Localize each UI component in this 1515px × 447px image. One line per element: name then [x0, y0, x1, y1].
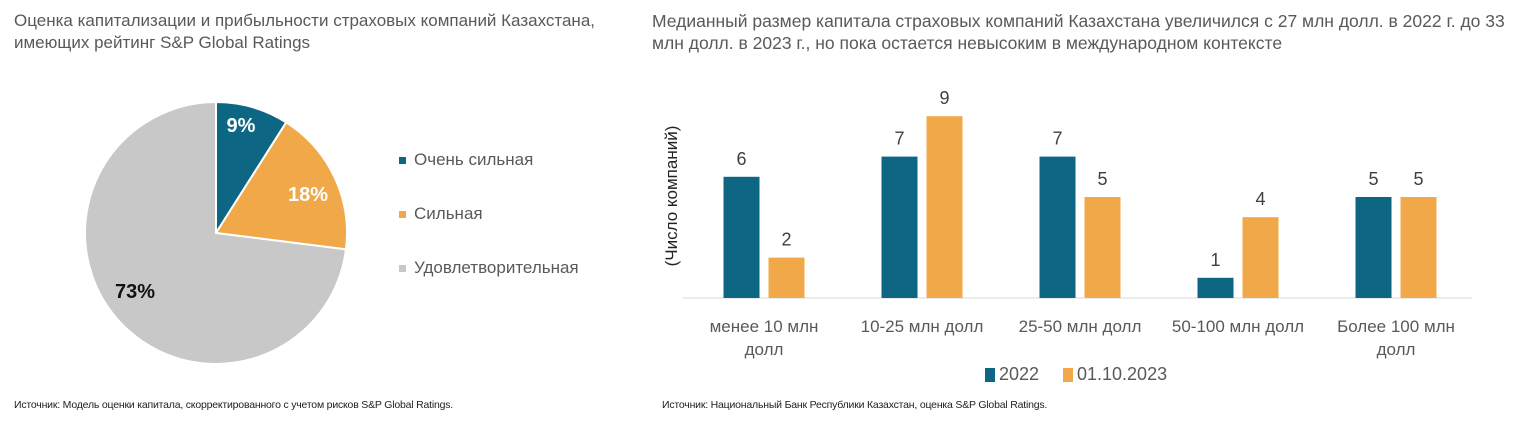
- x-tick-label: 10-25 млн долл: [861, 317, 984, 336]
- bar-data-label: 7: [894, 129, 904, 149]
- x-tick-label: долл: [1377, 340, 1416, 359]
- legend-swatch: [1063, 367, 1073, 382]
- bar-01.10.2023: [1400, 197, 1437, 298]
- x-tick-label: долл: [745, 340, 784, 359]
- bar-01.10.2023: [1084, 197, 1121, 298]
- bar-data-label: 6: [736, 149, 746, 169]
- bar-data-label: 1: [1210, 250, 1220, 270]
- pie-data-label: 18%: [288, 184, 328, 206]
- bar-2022: [1197, 277, 1234, 298]
- legend-swatch: [985, 367, 995, 382]
- x-tick-label: Более 100 млн: [1337, 317, 1455, 336]
- bar-data-label: 9: [939, 88, 949, 108]
- x-tick-label: 50-100 млн долл: [1172, 317, 1304, 336]
- legend-label: 2022: [999, 364, 1040, 384]
- bar-01.10.2023: [1242, 217, 1279, 298]
- pie-source: Источник: Модель оценки капитала, скорре…: [14, 399, 454, 411]
- pie-data-label: 73%: [115, 281, 155, 303]
- legend-item: 2022: [985, 364, 1039, 385]
- pie-data-label: 9%: [227, 115, 256, 137]
- pie-chart: 9% 18% 73%: [84, 100, 348, 365]
- bar-data-label: 7: [1052, 129, 1062, 149]
- y-axis-label: (Число компаний): [662, 126, 681, 267]
- bar-2022: [1355, 197, 1392, 298]
- bar-01.10.2023: [768, 257, 805, 298]
- legend-swatch: [399, 264, 406, 272]
- bar-data-label: 4: [1255, 189, 1265, 209]
- x-tick-label: менее 10 млн: [710, 317, 819, 336]
- legend-label: Сильная: [414, 204, 483, 223]
- legend-swatch: [399, 156, 406, 164]
- bar-2022: [723, 176, 760, 298]
- pie-slice-3: [84, 100, 348, 365]
- legend-swatch: [399, 210, 406, 218]
- bar-2022: [1039, 156, 1076, 298]
- legend-item: Очень сильная: [399, 150, 533, 170]
- bar-2022: [881, 156, 918, 298]
- bar-data-label: 5: [1413, 169, 1423, 189]
- pie-slice-2: [214, 121, 348, 251]
- x-tick-label: 25-50 млн долл: [1019, 317, 1142, 336]
- legend-item: Сильная: [399, 204, 483, 224]
- legend-label: Удовлетворительная: [414, 258, 579, 277]
- legend-label: 01.10.2023: [1077, 364, 1168, 384]
- bar-data-label: 2: [781, 230, 791, 250]
- legend-item: Удовлетворительная: [399, 258, 579, 278]
- bar-source: Источник: Национальный Банк Республики К…: [662, 399, 1048, 411]
- bar-01.10.2023: [926, 116, 963, 298]
- pie-title: Оценка капитализации и прибыльности стра…: [14, 11, 595, 52]
- bar-title: Медианный размер капитала страховых комп…: [652, 11, 1505, 53]
- legend-item: 01.10.2023: [1063, 364, 1167, 385]
- legend-label: Очень сильная: [414, 150, 534, 169]
- bar-data-label: 5: [1097, 169, 1107, 189]
- bar-data-label: 5: [1368, 169, 1378, 189]
